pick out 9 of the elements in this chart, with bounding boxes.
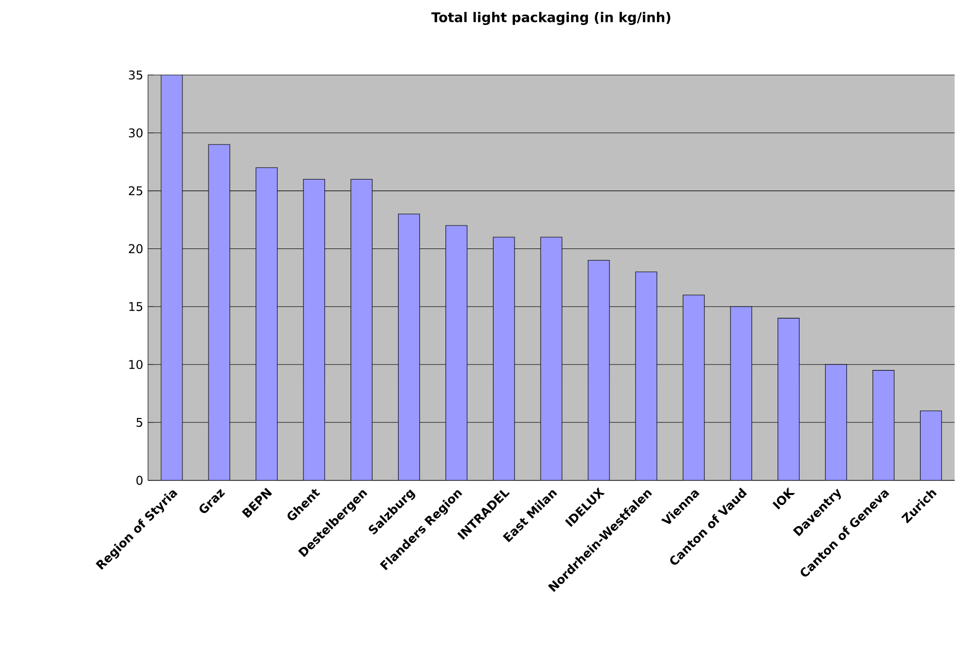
y-tick-label: 25 — [128, 186, 142, 196]
y-tick-label: 10 — [129, 360, 142, 370]
y-tick-label: 30 — [128, 128, 142, 138]
y-tick-label: 0 — [136, 476, 142, 485]
y-tick-label: 35 — [128, 70, 142, 80]
y-tick-label: 15 — [129, 302, 142, 312]
chart-title: Total light packaging (in kg/inh) — [431, 12, 670, 25]
y-tick-label: 5 — [136, 418, 142, 427]
y-tick-label: 20 — [128, 244, 142, 254]
